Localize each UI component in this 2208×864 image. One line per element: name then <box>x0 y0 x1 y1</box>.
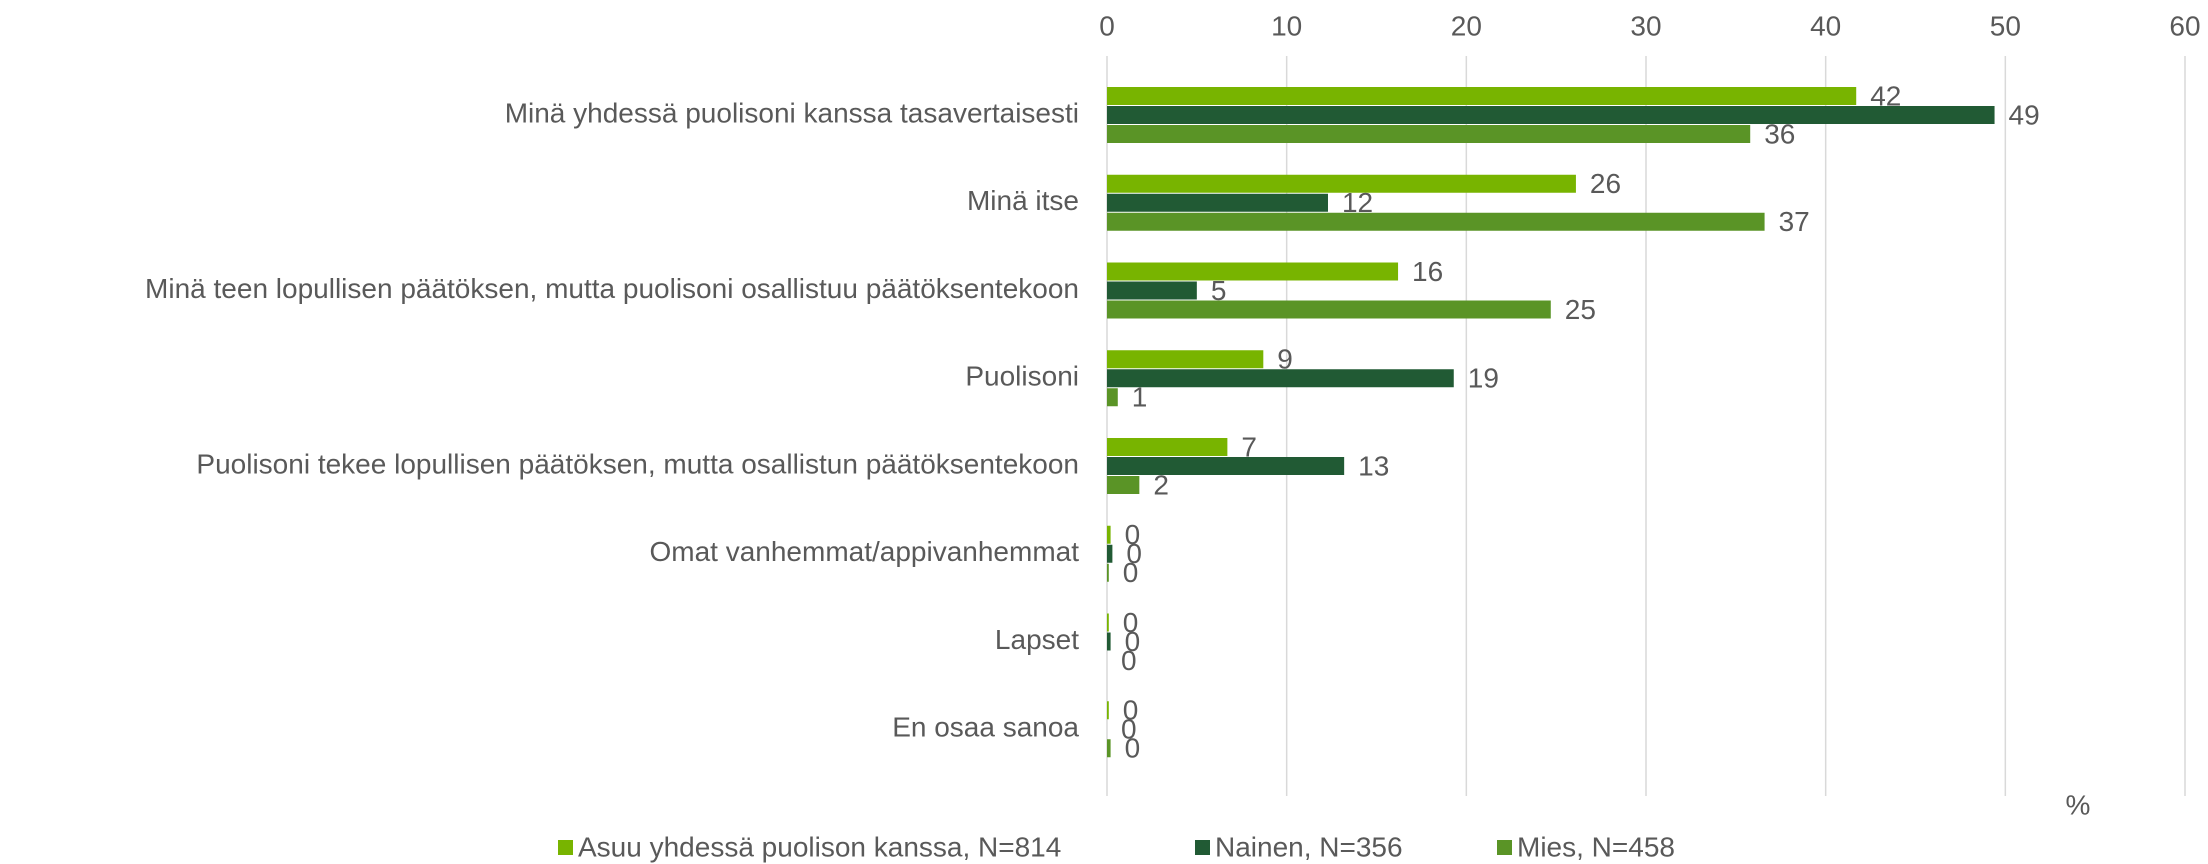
y-tick-label: Puolisoni tekee lopullisen päätöksen, mu… <box>196 448 1079 479</box>
bar <box>1107 193 1328 212</box>
data-label: 5 <box>1211 275 1227 306</box>
bar <box>1107 350 1264 369</box>
bar <box>1107 613 1109 632</box>
legend-swatch <box>558 840 573 855</box>
y-tick-label: Minä yhdessä puolisoni kanssa tasavertai… <box>505 97 1079 128</box>
bar <box>1107 125 1751 143</box>
data-label: 37 <box>1779 206 1810 237</box>
legend-swatch <box>1195 840 1210 855</box>
x-axis-label: % <box>2066 789 2091 820</box>
data-label: 0 <box>1121 714 1137 745</box>
x-tick-label: 30 <box>1630 10 1661 41</box>
y-tick-label: Omat vanhemmat/appivanhemmat <box>649 536 1079 567</box>
legend-label: Mies, N=458 <box>1517 831 1675 862</box>
data-label: 36 <box>1764 118 1795 149</box>
data-label: 0 <box>1126 538 1142 569</box>
data-label: 1 <box>1132 382 1148 413</box>
data-label: 0 <box>1121 645 1137 676</box>
x-tick-label: 60 <box>2169 10 2200 41</box>
bar <box>1107 212 1765 231</box>
data-label: 0 <box>1123 557 1139 588</box>
x-tick-label: 50 <box>1990 10 2021 41</box>
y-tick-label: Lapset <box>995 624 1079 655</box>
x-tick-label: 20 <box>1451 10 1482 41</box>
bar <box>1107 739 1111 758</box>
bar <box>1107 438 1228 456</box>
data-label: 9 <box>1277 344 1293 375</box>
data-label: 25 <box>1565 294 1596 325</box>
x-tick-label: 10 <box>1271 10 1302 41</box>
y-tick-label: En osaa sanoa <box>892 712 1079 743</box>
bar <box>1107 262 1399 281</box>
bar <box>1107 457 1345 475</box>
data-label: 7 <box>1241 431 1257 462</box>
data-label: 49 <box>2009 99 2040 130</box>
data-label: 26 <box>1590 168 1621 199</box>
bar <box>1107 87 1857 105</box>
bar <box>1107 174 1576 193</box>
bar <box>1107 476 1140 494</box>
data-label: 0 <box>1125 519 1141 550</box>
bar <box>1107 632 1111 651</box>
bar <box>1107 281 1197 300</box>
data-label: 19 <box>1468 363 1499 394</box>
bar <box>1107 369 1454 388</box>
legend-swatch <box>1497 840 1512 855</box>
data-label: 0 <box>1123 695 1139 726</box>
data-label: 0 <box>1123 607 1139 638</box>
bar <box>1107 525 1111 544</box>
x-tick-label: 0 <box>1099 10 1115 41</box>
data-label: 0 <box>1125 626 1141 657</box>
y-tick-label: Minä itse <box>967 185 1079 216</box>
data-label: 16 <box>1412 256 1443 287</box>
y-tick-label: Puolisoni <box>965 361 1079 392</box>
bar <box>1107 300 1551 319</box>
data-label: 2 <box>1153 469 1169 500</box>
bar <box>1107 388 1118 407</box>
x-tick-label: 40 <box>1810 10 1841 41</box>
legend-label: Nainen, N=356 <box>1215 831 1403 862</box>
bar <box>1107 106 1995 124</box>
data-label: 13 <box>1358 450 1389 481</box>
legend-label: Asuu yhdessä puolison kanssa, N=814 <box>578 831 1061 862</box>
y-tick-label: Minä teen lopullisen päätöksen, mutta pu… <box>145 273 1079 304</box>
bar <box>1107 563 1109 582</box>
bar <box>1107 701 1109 720</box>
data-label: 0 <box>1125 733 1141 764</box>
bar <box>1107 544 1113 563</box>
